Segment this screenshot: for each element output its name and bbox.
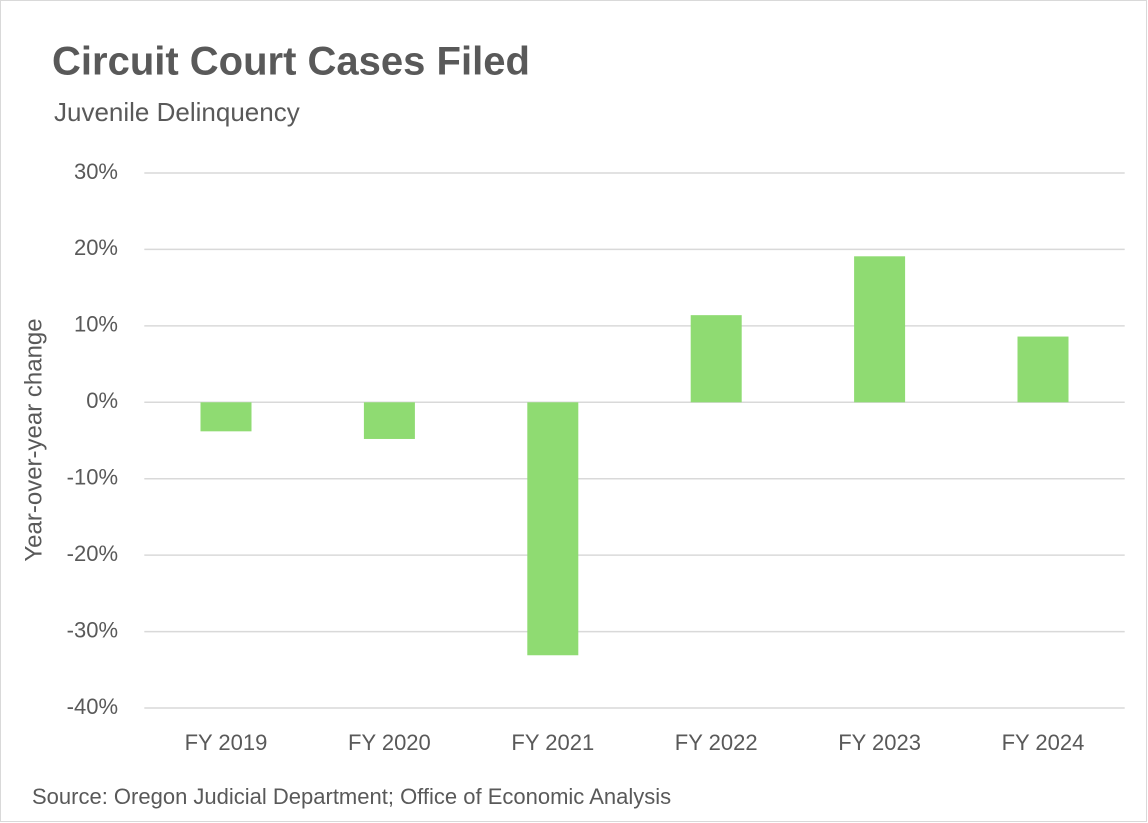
bar <box>363 402 415 439</box>
y-tick-label: -10% <box>67 465 118 490</box>
x-tick-label: FY 2024 <box>1002 730 1085 755</box>
bar <box>854 256 906 403</box>
y-tick-label: 10% <box>74 312 118 337</box>
y-tick-label: -20% <box>67 541 118 566</box>
chart-subtitle: Juvenile Delinquency <box>54 97 300 127</box>
bar <box>690 315 742 403</box>
y-tick-label: 20% <box>74 235 118 260</box>
x-tick-label: FY 2019 <box>185 730 268 755</box>
x-tick-label: FY 2023 <box>838 730 921 755</box>
x-tick-label: FY 2020 <box>348 730 431 755</box>
bar <box>527 402 579 656</box>
bar <box>1017 336 1069 403</box>
x-tick-label: FY 2022 <box>675 730 758 755</box>
chart-title: Circuit Court Cases Filed <box>52 40 530 84</box>
y-tick-label: -40% <box>67 694 118 719</box>
y-tick-label: 0% <box>86 388 118 413</box>
bar <box>200 402 252 432</box>
y-tick-label: 30% <box>74 159 118 184</box>
y-axis-label: Year-over-year change <box>20 318 47 561</box>
y-tick-label: -30% <box>67 617 118 642</box>
x-tick-label: FY 2021 <box>511 730 594 755</box>
source-note: Source: Oregon Judicial Department; Offi… <box>32 784 671 809</box>
